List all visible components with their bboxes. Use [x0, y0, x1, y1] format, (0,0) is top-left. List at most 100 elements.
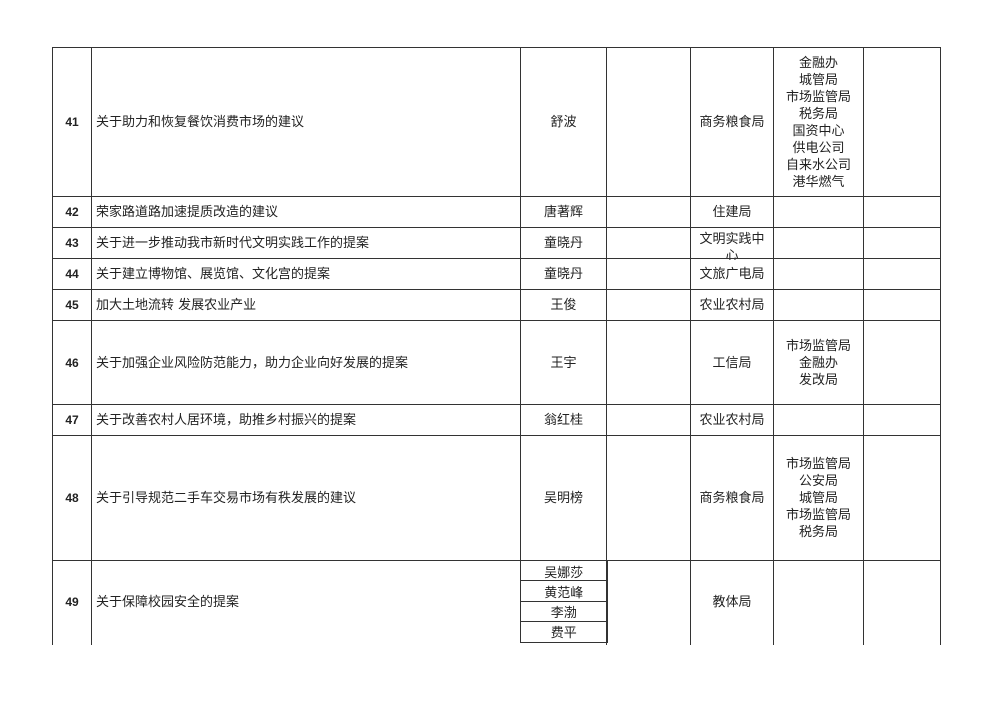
lead-unit: 农业农村局 — [699, 413, 765, 429]
blank-cell — [606, 560, 690, 645]
proposer-name: 黄范峰 — [544, 586, 584, 602]
co-unit: 发改局 — [798, 372, 838, 388]
row-number: 42 — [65, 205, 79, 220]
co-unit: 市场监管局 — [785, 457, 851, 473]
row-number-cell: 45 — [52, 289, 91, 322]
blank-cell — [606, 435, 690, 562]
lead-unit-cell: 住建局 — [690, 196, 773, 229]
co-units-cell — [773, 227, 863, 260]
row-number-cell: 47 — [52, 404, 91, 437]
lead-unit-cell: 商务粮食局 — [690, 47, 773, 198]
proposal-title: 关于加强企业风险防范能力，助力企业向好发展的提案 — [96, 355, 409, 371]
co-unit: 税务局 — [798, 525, 838, 541]
proposal-title-cell: 关于引导规范二手车交易市场有秩发展的建议 — [91, 435, 520, 562]
lead-unit-cell: 工信局 — [690, 320, 773, 406]
co-units-cell — [773, 196, 863, 229]
lead-unit-cell: 文明实践中心 — [690, 227, 773, 260]
blank-cell — [606, 320, 690, 406]
co-units-cell — [773, 404, 863, 437]
lead-unit: 住建局 — [712, 205, 752, 221]
row-number-cell: 41 — [52, 47, 91, 198]
remarks-cell — [863, 560, 941, 645]
co-unit: 市场监管局 — [785, 89, 851, 105]
proposal-title: 关于建立博物馆、展览馆、文化宫的提案 — [96, 267, 331, 283]
blank-cell — [606, 404, 690, 437]
proposal-title: 关于改善农村人居环境，助推乡村振兴的提案 — [96, 413, 357, 429]
row-number: 49 — [65, 595, 79, 610]
proposer-cell: 童晓丹 — [520, 258, 606, 291]
blank-cell — [606, 47, 690, 198]
proposal-title: 关于进一步推动我市新时代文明实践工作的提案 — [96, 236, 370, 252]
remarks-cell — [863, 435, 941, 562]
co-units-cell: 市场监管局 公安局 城管局 市场监管局 税务局 — [773, 435, 863, 562]
co-units-cell — [773, 289, 863, 322]
proposal-title-cell: 关于加强企业风险防范能力，助力企业向好发展的提案 — [91, 320, 520, 406]
proposer-name: 童晓丹 — [543, 267, 583, 283]
proposer-cell: 王俊 — [520, 289, 606, 322]
row-number: 48 — [65, 491, 79, 506]
co-unit: 国资中心 — [792, 123, 845, 139]
co-unit: 公安局 — [798, 474, 838, 490]
proposer-cell: 吴明榜 — [520, 435, 606, 562]
proposal-title-cell: 荣家路道路加速提质改造的建议 — [91, 196, 520, 229]
proposer-name: 费平 — [550, 626, 577, 642]
lead-unit: 文明实践中心 — [699, 232, 765, 260]
proposal-title: 关于引导规范二手车交易市场有秩发展的建议 — [96, 491, 357, 507]
blank-cell — [606, 258, 690, 291]
co-unit: 金融办 — [798, 355, 838, 371]
row-number-cell: 44 — [52, 258, 91, 291]
remarks-cell — [863, 47, 941, 198]
proposal-title-cell: 关于改善农村人居环境，助推乡村振兴的提案 — [91, 404, 520, 437]
proposer-name: 翁红桂 — [543, 413, 583, 429]
proposal-title-cell: 加大土地流转 发展农业产业 — [91, 289, 520, 322]
proposer-cell: 唐著辉 — [520, 196, 606, 229]
row-number: 45 — [65, 298, 79, 313]
lead-unit: 文旅广电局 — [699, 267, 765, 283]
proposer-name: 王俊 — [550, 298, 577, 314]
blank-cell — [606, 196, 690, 229]
row-number-cell: 42 — [52, 196, 91, 229]
proposal-title-cell: 关于进一步推动我市新时代文明实践工作的提案 — [91, 227, 520, 260]
co-units-cell: 金融办 城管局 市场监管局 税务局 国资中心 供电公司 自来水公司 港华燃气 — [773, 47, 863, 198]
proposer-name: 吴娜莎 — [544, 565, 584, 581]
proposal-title-cell: 关于助力和恢复餐饮消费市场的建议 — [91, 47, 520, 198]
co-unit: 市场监管局 — [785, 508, 851, 524]
remarks-cell — [863, 196, 941, 229]
row-number: 47 — [65, 413, 79, 428]
row-number: 41 — [65, 115, 79, 130]
co-unit: 税务局 — [798, 106, 838, 122]
proposal-title: 关于保障校园安全的提案 — [96, 595, 240, 611]
proposer-name: 王宇 — [550, 355, 577, 371]
proposer-cell: 舒波 — [520, 47, 606, 198]
proposer-cell: 费平 — [520, 620, 608, 643]
row-number: 44 — [65, 267, 79, 282]
co-unit: 金融办 — [798, 55, 838, 71]
co-unit: 自来水公司 — [785, 157, 851, 173]
proposer-cell: 翁红桂 — [520, 404, 606, 437]
proposal-title-cell: 关于保障校园安全的提案 — [91, 560, 520, 645]
row-number: 43 — [65, 236, 79, 251]
lead-unit-cell: 教体局 — [690, 560, 773, 645]
remarks-cell — [863, 320, 941, 406]
lead-unit-cell: 农业农村局 — [690, 289, 773, 322]
proposer-name: 童晓丹 — [543, 236, 583, 252]
remarks-cell — [863, 258, 941, 291]
co-unit: 城管局 — [798, 72, 838, 88]
lead-unit: 教体局 — [712, 595, 752, 611]
co-unit: 供电公司 — [792, 140, 845, 156]
co-unit: 城管局 — [798, 491, 838, 507]
proposer-cell: 黄范峰 — [520, 580, 608, 602]
lead-unit: 商务粮食局 — [699, 491, 765, 507]
proposer-cell: 童晓丹 — [520, 227, 606, 260]
proposal-title: 关于助力和恢复餐饮消费市场的建议 — [96, 115, 305, 131]
blank-cell — [606, 289, 690, 322]
co-unit: 港华燃气 — [792, 174, 845, 190]
remarks-cell — [863, 404, 941, 437]
blank-cell — [606, 227, 690, 260]
proposer-name: 吴明榜 — [543, 491, 583, 507]
row-number-cell: 49 — [52, 560, 91, 645]
row-number-cell: 48 — [52, 435, 91, 562]
row-number-cell: 46 — [52, 320, 91, 406]
proposer-name: 李渤 — [550, 606, 577, 622]
